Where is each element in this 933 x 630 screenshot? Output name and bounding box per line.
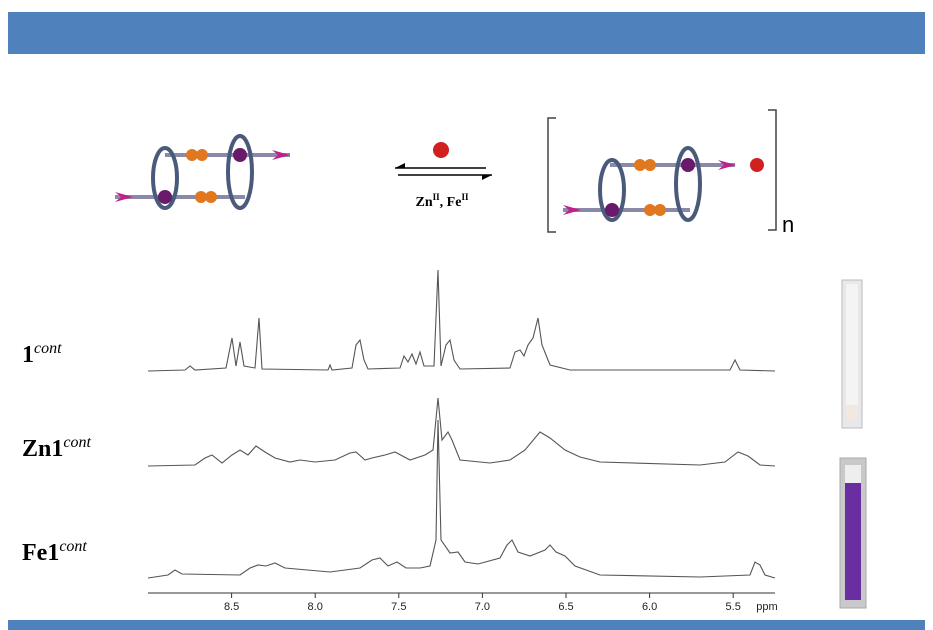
metal: Zn (416, 195, 433, 210)
tube-colorless (841, 279, 863, 429)
equilibrium-arrows (395, 142, 492, 180)
tick-label: 5.5 (726, 601, 741, 613)
label-sup: cont (63, 434, 91, 451)
label-main: Zn1 (22, 436, 63, 462)
label-sup: cont (59, 538, 87, 555)
tick-label: 8.0 (308, 601, 323, 613)
molecule-right (547, 109, 777, 233)
oxidation: II (461, 192, 469, 202)
label-sup: cont (34, 340, 62, 357)
repeat-n: n (782, 212, 794, 237)
spectrum-label: 1cont (22, 340, 62, 368)
tick-label: 6.0 (642, 601, 657, 613)
footer-bar (8, 620, 925, 630)
header-bar (8, 12, 925, 54)
tube-purple (839, 457, 867, 609)
tick-label: 6.5 (558, 601, 573, 613)
spectrum-label: Zn1cont (22, 434, 91, 462)
spectrum-trace (147, 397, 776, 467)
spectrum-trace (147, 419, 776, 579)
tick-label: 8.5 (224, 601, 239, 613)
conditions: ZnII, FeII (416, 192, 469, 210)
metal: , Fe (440, 195, 462, 210)
oxidation: II (433, 192, 441, 202)
label-main: Fe1 (22, 540, 59, 566)
label-main: 1 (22, 342, 34, 368)
tick-label: 7.0 (475, 601, 490, 613)
axis-unit: ppm (756, 601, 777, 613)
molecule-left (115, 134, 290, 210)
spectrum-label: Fe1cont (22, 538, 87, 566)
tick-label: 7.5 (391, 601, 406, 613)
spectrum-trace (147, 269, 776, 372)
